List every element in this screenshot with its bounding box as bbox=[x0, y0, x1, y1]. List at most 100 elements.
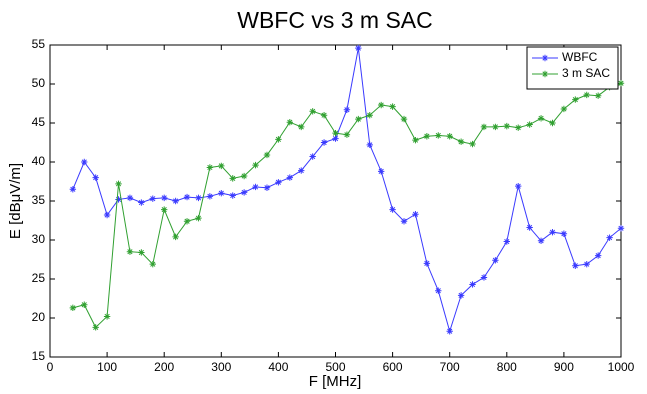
data-point bbox=[400, 115, 408, 123]
chart-title: WBFC vs 3 m SAC bbox=[237, 7, 433, 33]
data-point bbox=[343, 106, 351, 113]
data-point bbox=[572, 96, 579, 103]
data-point bbox=[161, 194, 168, 202]
data-point bbox=[377, 168, 385, 175]
data-point bbox=[583, 91, 590, 99]
data-point bbox=[537, 237, 545, 244]
y-tick-label: 40 bbox=[32, 154, 46, 168]
data-point bbox=[92, 174, 99, 181]
data-point bbox=[389, 103, 396, 110]
legend-marker bbox=[541, 54, 549, 62]
data-point bbox=[332, 129, 339, 137]
data-point bbox=[126, 194, 134, 202]
data-point bbox=[503, 238, 510, 245]
data-point bbox=[617, 225, 625, 232]
data-point bbox=[572, 262, 579, 269]
data-point bbox=[423, 133, 431, 140]
data-point bbox=[138, 199, 145, 206]
data-point bbox=[81, 158, 88, 166]
data-point bbox=[275, 136, 282, 143]
x-axis-label: F [MHz] bbox=[309, 373, 362, 390]
x-tick-label: 400 bbox=[268, 360, 288, 374]
data-point bbox=[92, 324, 99, 331]
x-tick-label: 900 bbox=[554, 360, 574, 374]
y-axis-label: E [dBμV/m] bbox=[7, 163, 24, 239]
data-point bbox=[126, 248, 134, 255]
data-point bbox=[526, 121, 533, 128]
data-point bbox=[206, 193, 214, 200]
data-point bbox=[240, 172, 248, 180]
x-tick-label: 200 bbox=[154, 360, 174, 374]
data-point bbox=[69, 186, 77, 193]
data-point bbox=[195, 194, 202, 202]
data-point bbox=[218, 190, 225, 197]
data-point bbox=[286, 174, 294, 181]
data-point bbox=[435, 287, 442, 294]
data-point bbox=[149, 260, 156, 268]
data-point bbox=[503, 122, 510, 130]
data-point bbox=[515, 182, 522, 190]
data-point bbox=[469, 281, 476, 288]
data-point bbox=[560, 105, 568, 113]
y-tick-label: 25 bbox=[32, 271, 46, 285]
data-point bbox=[320, 139, 328, 146]
data-point bbox=[549, 229, 556, 236]
data-point bbox=[594, 252, 602, 259]
data-point bbox=[400, 218, 408, 225]
legend-box bbox=[526, 46, 619, 90]
data-point bbox=[149, 195, 156, 202]
data-point bbox=[617, 80, 625, 87]
data-point bbox=[309, 108, 316, 115]
data-point bbox=[457, 292, 465, 299]
data-point bbox=[161, 206, 168, 213]
data-point bbox=[172, 197, 179, 205]
data-point bbox=[81, 301, 88, 308]
data-point bbox=[412, 136, 419, 144]
data-point bbox=[195, 214, 202, 222]
data-point bbox=[355, 115, 362, 123]
data-point bbox=[103, 211, 111, 219]
data-point bbox=[218, 162, 225, 170]
data-point bbox=[480, 274, 488, 281]
x-tick-label: 100 bbox=[97, 360, 117, 374]
data-point bbox=[355, 44, 362, 52]
data-point bbox=[298, 123, 305, 131]
data-point bbox=[560, 230, 568, 237]
data-point bbox=[549, 119, 556, 127]
data-point bbox=[138, 249, 145, 256]
x-tick-label: 500 bbox=[325, 360, 345, 374]
data-point bbox=[480, 123, 488, 131]
legend-marker bbox=[541, 70, 549, 78]
data-point bbox=[275, 179, 282, 186]
x-tick-label: 300 bbox=[211, 360, 231, 374]
data-point bbox=[263, 151, 271, 159]
data-point bbox=[240, 189, 248, 196]
x-tick-label: 800 bbox=[497, 360, 517, 374]
data-point bbox=[446, 328, 453, 335]
data-point bbox=[423, 260, 431, 267]
data-point bbox=[298, 167, 305, 174]
data-point bbox=[115, 196, 122, 203]
data-point bbox=[412, 211, 419, 218]
x-tick-label: 600 bbox=[383, 360, 403, 374]
data-point bbox=[103, 313, 111, 320]
legend-label: 3 m SAC bbox=[562, 66, 610, 80]
legend-label: WBFC bbox=[562, 50, 598, 64]
data-point bbox=[469, 140, 476, 148]
y-tick-label: 30 bbox=[32, 232, 46, 246]
data-point bbox=[343, 131, 351, 138]
y-tick-label: 15 bbox=[32, 349, 46, 363]
y-tick-label: 35 bbox=[32, 193, 46, 207]
x-tick-label: 700 bbox=[440, 360, 460, 374]
data-point bbox=[229, 192, 236, 199]
y-tick-label: 50 bbox=[32, 76, 46, 90]
data-point bbox=[309, 153, 316, 160]
data-point bbox=[286, 119, 294, 126]
data-point bbox=[172, 233, 179, 241]
y-tick-label: 20 bbox=[32, 310, 46, 324]
data-point bbox=[435, 132, 442, 139]
data-point bbox=[492, 257, 499, 264]
data-point bbox=[320, 112, 328, 119]
plot-frame bbox=[49, 44, 622, 358]
